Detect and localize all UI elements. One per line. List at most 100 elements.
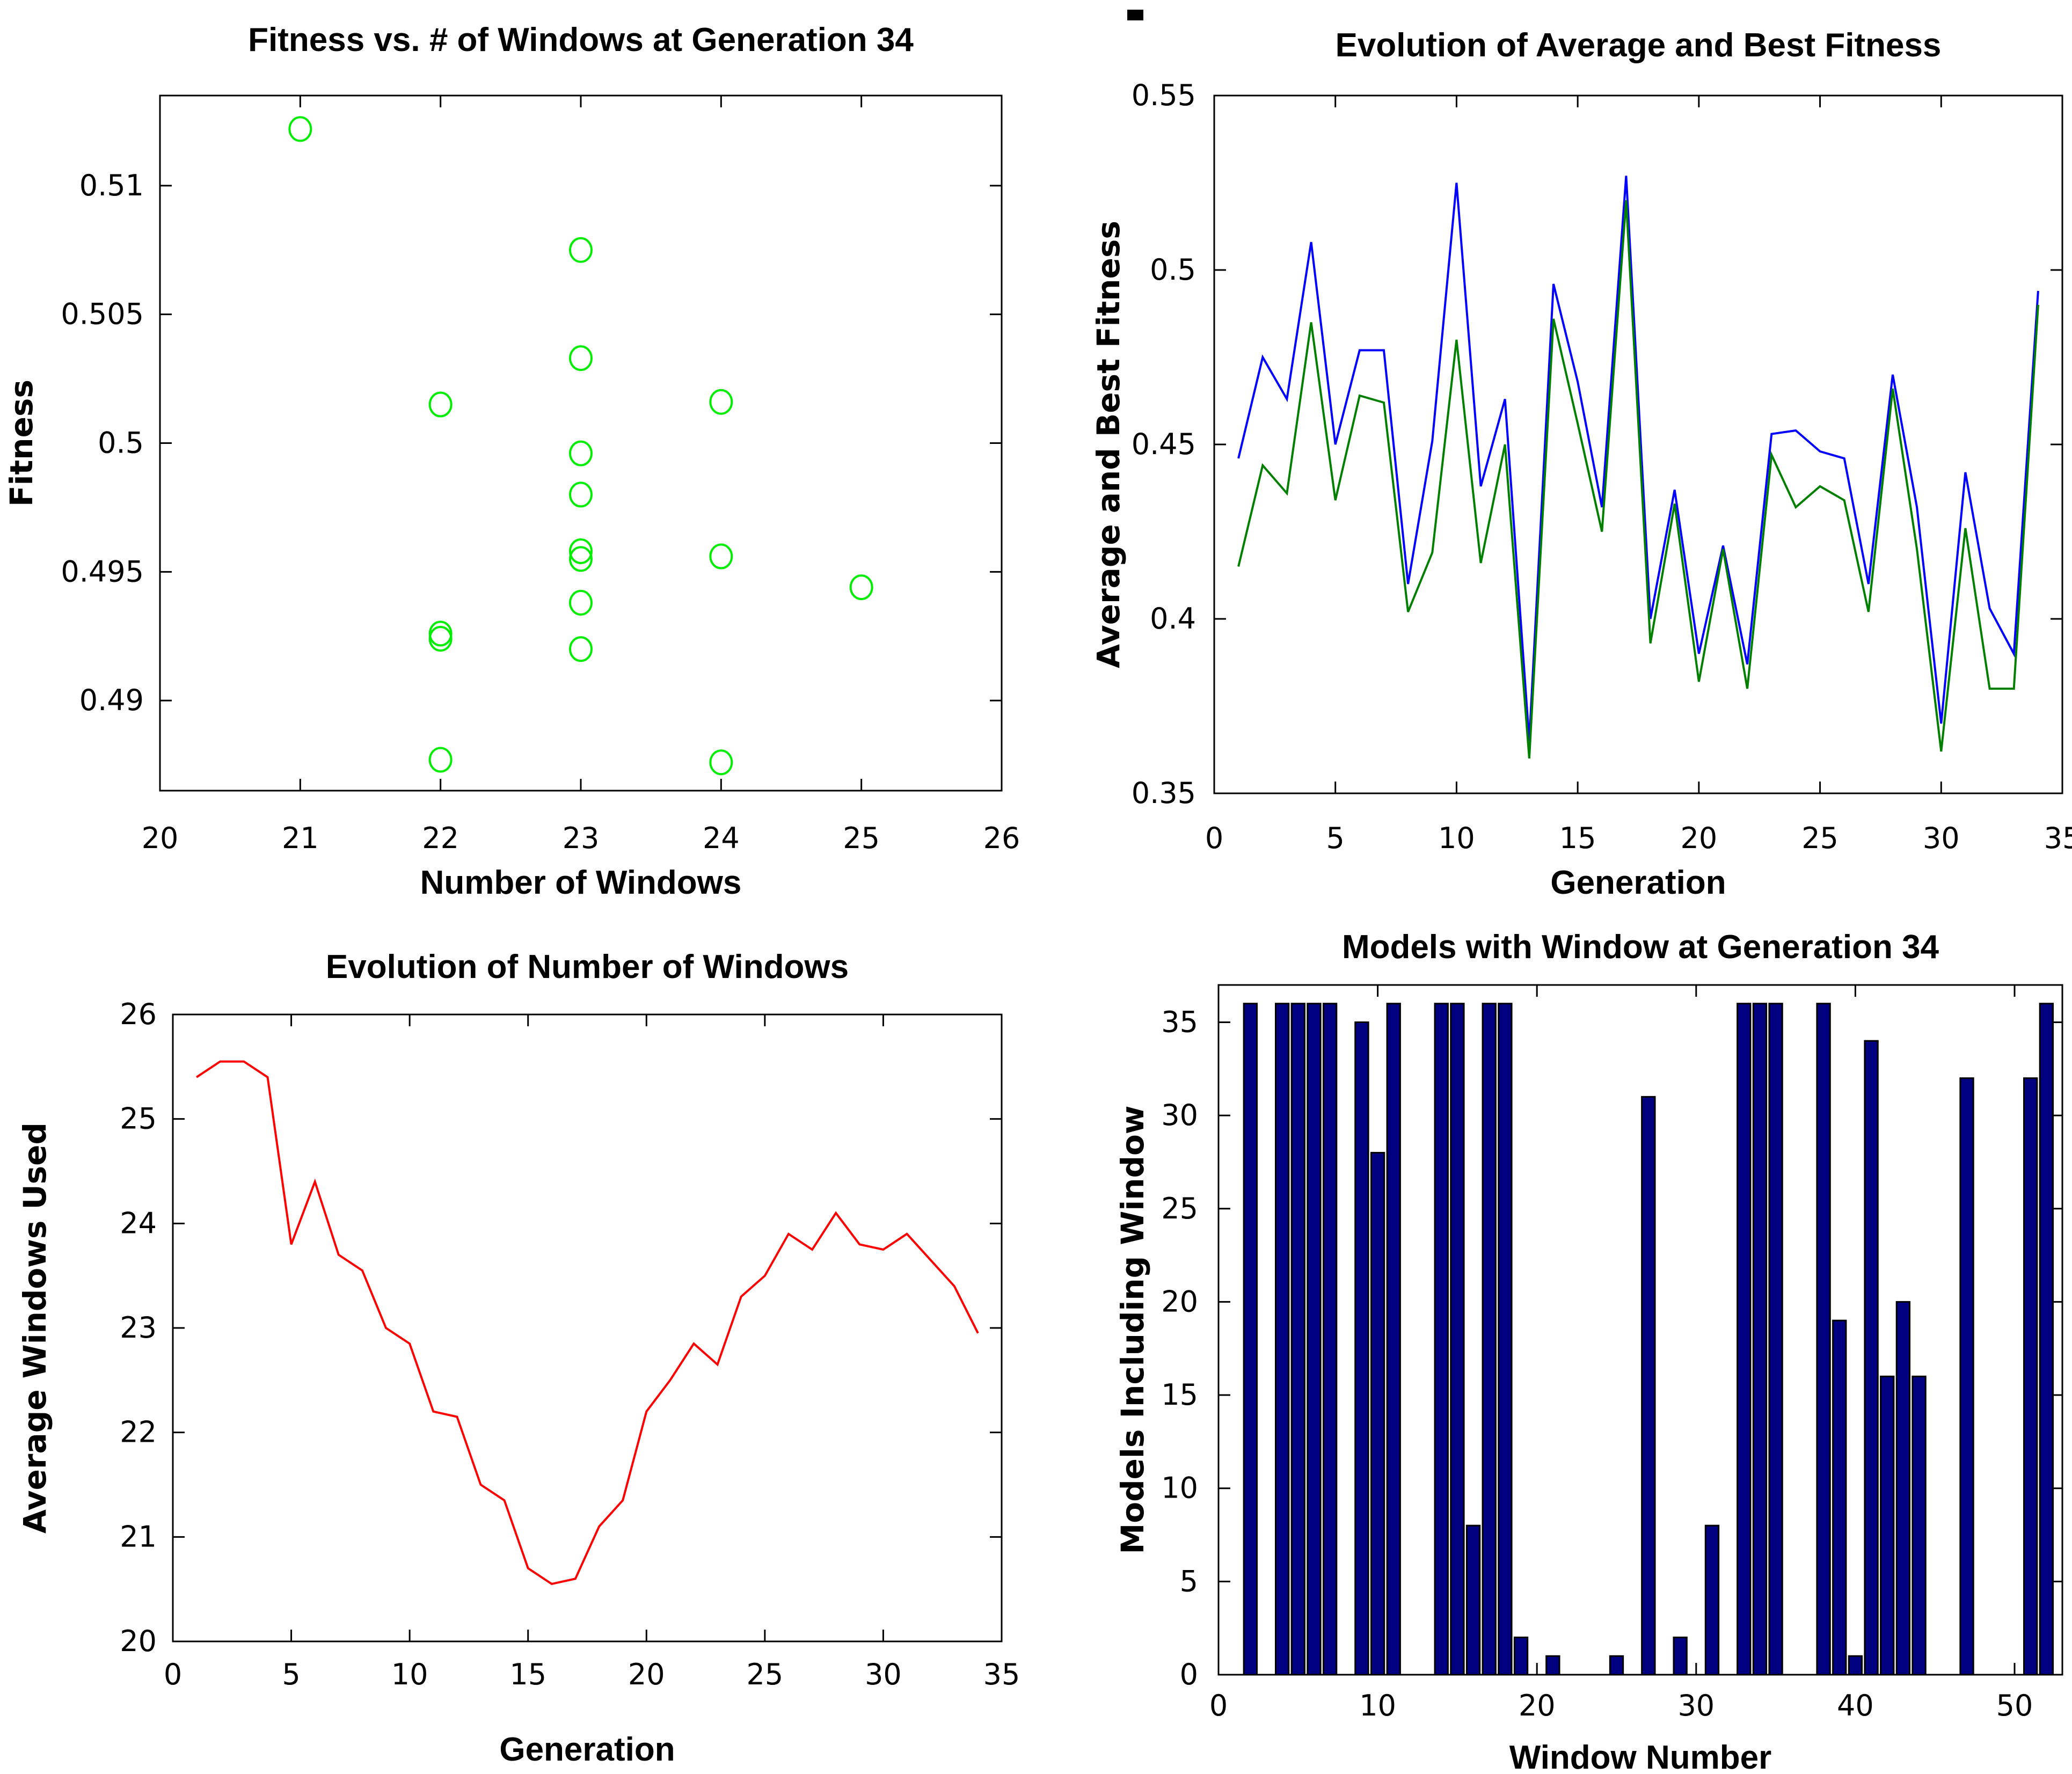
y-tick-label: 0.55 <box>1132 78 1196 112</box>
bar <box>1307 1003 1322 1676</box>
plot-area-frame <box>1217 984 2063 1676</box>
x-tick-label: 35 <box>983 1658 1020 1691</box>
x-tick-label: 0 <box>1205 821 1223 855</box>
scatter-point <box>569 237 593 263</box>
bar <box>1434 1003 1449 1676</box>
scatter-fitness-vs-windows: Fitness vs. # of Windows at Generation 3… <box>3 21 1020 901</box>
bar <box>1290 1003 1305 1676</box>
chart-title: Evolution of Number of Windows <box>326 948 849 985</box>
bar <box>1737 1003 1752 1676</box>
y-tick-label: 0.495 <box>61 554 144 588</box>
y-tick-label: 24 <box>120 1206 157 1240</box>
bar <box>1322 1003 1338 1676</box>
x-tick-label: 30 <box>865 1658 902 1691</box>
x-tick-label: 15 <box>1559 821 1596 855</box>
chart-title: Fitness vs. # of Windows at Generation 3… <box>248 21 914 59</box>
y-tick-label: 25 <box>1161 1192 1198 1225</box>
y-tick-label: 0.5 <box>1150 253 1196 287</box>
y-tick-label: 10 <box>1161 1471 1198 1505</box>
scatter-point <box>569 636 593 662</box>
x-tick-label: 0 <box>164 1658 182 1691</box>
chart-title: Evolution of Average and Best Fitness <box>1336 27 1942 64</box>
bar <box>1832 1319 1847 1676</box>
y-tick-label: 0.35 <box>1132 776 1196 810</box>
x-axis-label: Generation <box>1550 864 1726 901</box>
x-tick-label: 10 <box>391 1658 428 1691</box>
y-tick-label: 0 <box>1180 1658 1198 1691</box>
y-tick-label: 0.49 <box>79 683 144 717</box>
x-tick-label: 20 <box>628 1658 665 1691</box>
y-tick-label: 0.4 <box>1150 602 1196 636</box>
bar <box>1768 1003 1783 1676</box>
plot-area-frame <box>172 1013 1003 1642</box>
chart-title: Models with Window at Generation 34 <box>1342 929 1939 966</box>
x-tick-label: 30 <box>1677 1689 1714 1722</box>
scatter-point <box>569 481 593 508</box>
y-tick-label: 30 <box>1161 1098 1198 1132</box>
scatter-point <box>569 440 593 466</box>
x-axis-label: Number of Windows <box>420 864 742 901</box>
bar <box>1545 1655 1560 1676</box>
y-tick-label: 21 <box>120 1520 157 1553</box>
x-tick-label: 30 <box>1923 821 1960 855</box>
x-axis-label: Window Number <box>1509 1739 1772 1772</box>
x-tick-label: 5 <box>1326 821 1345 855</box>
y-tick-label: 0.51 <box>79 169 144 202</box>
scatter-point <box>428 620 453 647</box>
scatter-point <box>569 546 593 572</box>
bar <box>1370 1152 1385 1676</box>
x-tick-label: 35 <box>2044 821 2072 855</box>
bar <box>2023 1077 2038 1676</box>
y-tick-label: 20 <box>120 1624 157 1658</box>
y-tick-label: 0.5 <box>98 426 144 460</box>
bar <box>2039 1003 2054 1676</box>
bar <box>1848 1655 1863 1676</box>
bar <box>1465 1524 1481 1676</box>
series-line-0 <box>1237 176 2039 741</box>
scatter-point <box>428 626 453 652</box>
scatter-point <box>569 538 593 564</box>
x-tick-label: 50 <box>1996 1689 2033 1722</box>
scatter-point <box>569 345 593 371</box>
x-tick-label: 24 <box>703 821 740 855</box>
y-tick-label: 23 <box>120 1311 157 1345</box>
bar <box>1641 1096 1656 1676</box>
x-tick-label: 10 <box>1359 1689 1396 1722</box>
scatter-point <box>709 389 733 415</box>
bar <box>1880 1375 1895 1676</box>
bar <box>1243 1003 1258 1676</box>
bar <box>1274 1003 1290 1676</box>
y-tick-label: 0.45 <box>1132 427 1196 461</box>
line-average-best-fitness: Evolution of Average and Best Fitness Gen… <box>1090 27 2072 901</box>
series-line-0 <box>195 1060 979 1586</box>
y-tick-label: 0.505 <box>61 297 144 331</box>
y-tick-label: 5 <box>1180 1564 1198 1598</box>
bar <box>1752 1003 1768 1676</box>
y-axis-label: Average Windows Used <box>17 1122 53 1534</box>
y-tick-label: 22 <box>120 1415 157 1449</box>
scatter-point <box>709 543 733 570</box>
x-tick-label: 10 <box>1438 821 1475 855</box>
bar <box>1704 1524 1720 1676</box>
bar <box>1482 1003 1497 1676</box>
x-tick-label: 20 <box>1680 821 1717 855</box>
x-tick-label: 15 <box>509 1658 546 1691</box>
bar <box>1959 1077 1974 1676</box>
scatter-point <box>849 574 873 601</box>
bar <box>1816 1003 1831 1676</box>
scatter-point <box>709 749 733 776</box>
y-axis-label: Models Including Window <box>1114 1106 1151 1554</box>
plot-area-frame <box>159 94 1003 792</box>
x-tick-label: 0 <box>1209 1689 1228 1722</box>
x-tick-label: 25 <box>843 821 880 855</box>
bar <box>1912 1375 1927 1676</box>
x-tick-label: 21 <box>282 821 319 855</box>
bar <box>1498 1003 1513 1676</box>
x-tick-label: 20 <box>1519 1689 1556 1722</box>
bar-models-with-window: Models with Window at Generation 34 Windo… <box>1114 929 2063 1774</box>
bar <box>1450 1003 1465 1676</box>
y-tick-label: 25 <box>120 1102 157 1136</box>
line-number-of-windows: Evolution of Number of Windows Generation… <box>17 948 1020 1768</box>
